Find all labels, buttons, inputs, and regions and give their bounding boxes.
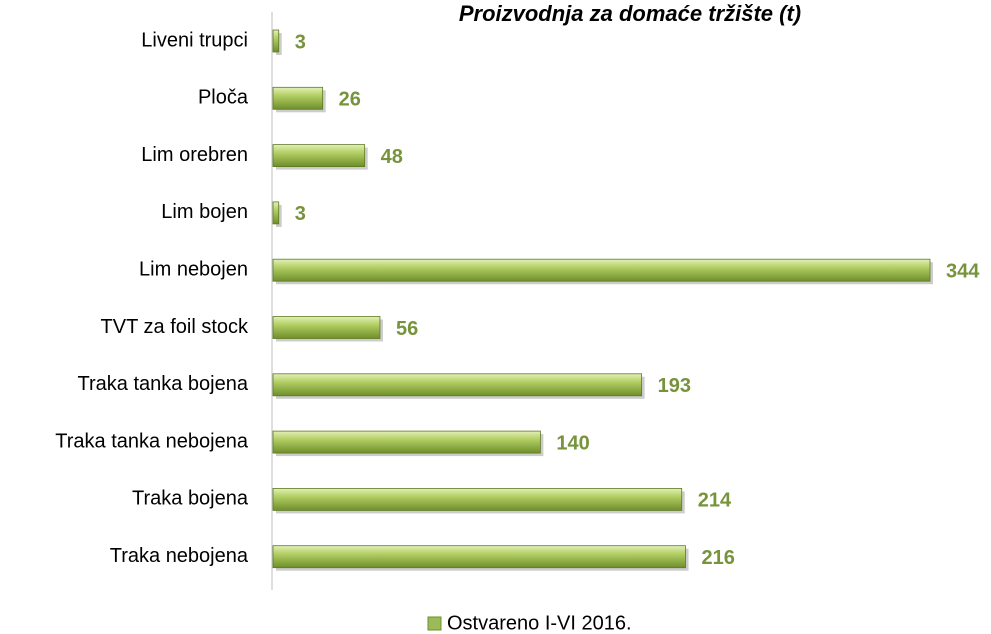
value-label: 56 (396, 318, 418, 340)
value-label: 216 (702, 547, 735, 569)
bar (272, 373, 643, 397)
bar (272, 430, 541, 454)
category-label: Lim bojen (161, 201, 248, 223)
bar (272, 258, 931, 282)
category-label: Traka nebojena (110, 545, 249, 567)
value-label: 3 (295, 203, 306, 225)
bar (272, 86, 324, 110)
category-label: Lim nebojen (139, 258, 248, 280)
category-label: TVT za foil stock (101, 316, 249, 338)
bar (272, 545, 686, 569)
legend-swatch (427, 616, 442, 631)
bar (272, 29, 280, 53)
category-label: Traka bojena (132, 488, 249, 510)
value-label: 48 (381, 146, 403, 168)
category-label: Ploča (198, 87, 249, 109)
category-label: Traka tanka bojena (78, 373, 249, 395)
bar (272, 201, 280, 225)
category-label: Lim orebren (141, 144, 248, 166)
legend-label: Ostvareno I-VI 2016. (447, 612, 632, 634)
chart-title: Proizvodnja za domaće tržište (t) (459, 1, 801, 26)
value-label: 193 (658, 375, 691, 397)
value-label: 214 (698, 490, 732, 512)
category-label: Traka tanka nebojena (55, 430, 249, 452)
value-label: 344 (946, 260, 980, 282)
value-label: 3 (295, 31, 306, 53)
bar (272, 487, 683, 511)
bar (272, 144, 366, 168)
bar (272, 316, 381, 339)
category-label: Liveni trupci (141, 29, 248, 51)
value-label: 140 (556, 432, 589, 454)
value-label: 26 (339, 89, 361, 111)
